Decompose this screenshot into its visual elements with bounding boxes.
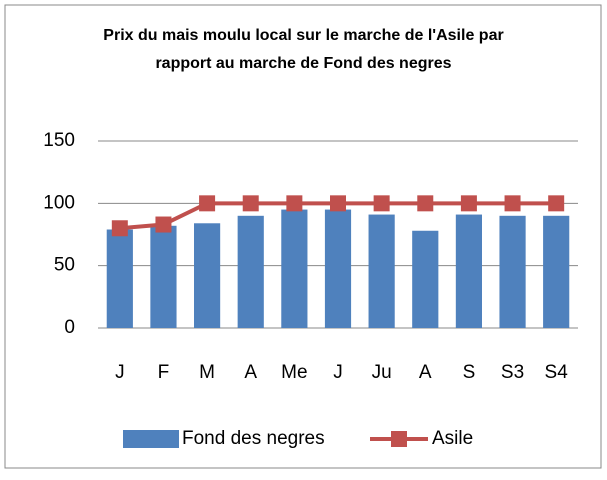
marker <box>199 195 216 212</box>
x-tick-label: S3 <box>501 362 524 383</box>
x-tick-label: S <box>463 362 476 383</box>
y-tick-label: 150 <box>43 130 75 151</box>
marker <box>111 220 128 237</box>
bar <box>281 209 308 328</box>
x-tick-label: Me <box>281 362 307 383</box>
marker <box>155 216 172 233</box>
bar <box>412 230 439 328</box>
legend-label: Fond des negres <box>182 428 325 449</box>
x-tick-label: J <box>333 362 343 383</box>
marker <box>548 195 565 212</box>
bar <box>106 229 133 328</box>
bar <box>499 215 526 328</box>
bar <box>194 223 221 328</box>
x-tick-label: J <box>115 362 125 383</box>
x-tick-label: A <box>244 362 257 383</box>
marker <box>286 195 303 212</box>
x-tick-label: M <box>199 362 215 383</box>
marker <box>330 195 346 212</box>
bar <box>150 225 177 328</box>
x-tick-label: S4 <box>545 362 569 383</box>
x-tick-label: F <box>158 362 170 383</box>
y-tick-label: 50 <box>54 255 75 276</box>
y-tick-label: 100 <box>43 192 75 213</box>
chart-title: Prix du mais moulu local sur le marche d… <box>103 27 504 72</box>
bar <box>543 215 570 328</box>
y-tick-label: 0 <box>64 317 75 338</box>
x-tick-label: Ju <box>372 362 392 383</box>
x-tick-label: A <box>419 362 432 383</box>
legend-label: Asile <box>432 428 473 449</box>
bar <box>324 209 352 328</box>
bar <box>368 214 395 328</box>
legend-swatch <box>391 431 407 447</box>
legend-swatch <box>123 430 179 448</box>
marker <box>242 195 259 212</box>
marker <box>460 195 477 212</box>
marker <box>373 195 390 212</box>
marker <box>417 195 434 212</box>
bar <box>237 215 264 328</box>
bar <box>455 214 482 328</box>
marker <box>504 195 521 212</box>
